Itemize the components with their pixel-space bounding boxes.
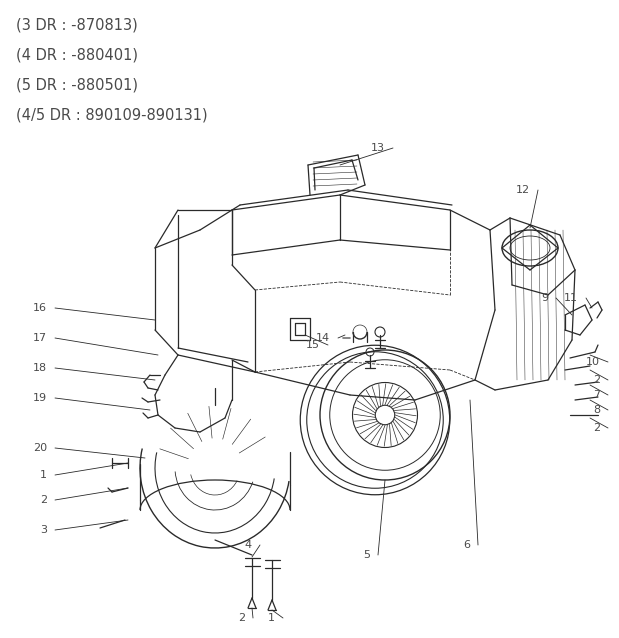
Text: 16: 16 bbox=[33, 303, 47, 313]
Text: 10: 10 bbox=[586, 357, 600, 367]
Text: (4/5 DR : 890109-890131): (4/5 DR : 890109-890131) bbox=[16, 108, 207, 123]
Text: 2: 2 bbox=[593, 375, 600, 385]
Text: 18: 18 bbox=[33, 363, 47, 373]
Text: 19: 19 bbox=[33, 393, 47, 403]
Text: 3: 3 bbox=[40, 525, 47, 535]
Text: 15: 15 bbox=[306, 340, 320, 350]
Text: 4: 4 bbox=[245, 540, 252, 550]
Text: 1: 1 bbox=[40, 470, 47, 480]
Text: 9: 9 bbox=[541, 293, 548, 303]
Text: 2: 2 bbox=[593, 423, 600, 433]
Text: 5: 5 bbox=[363, 550, 370, 560]
Text: 6: 6 bbox=[463, 540, 470, 550]
Text: (3 DR : -870813): (3 DR : -870813) bbox=[16, 18, 138, 33]
Text: (4 DR : -880401): (4 DR : -880401) bbox=[16, 48, 138, 63]
Text: 11: 11 bbox=[564, 293, 578, 303]
Text: 20: 20 bbox=[33, 443, 47, 453]
Text: 17: 17 bbox=[33, 333, 47, 343]
Text: 7: 7 bbox=[593, 390, 600, 400]
Text: 13: 13 bbox=[371, 143, 385, 153]
Text: 2: 2 bbox=[40, 495, 47, 505]
Text: 12: 12 bbox=[516, 185, 530, 195]
Text: 1: 1 bbox=[268, 613, 275, 623]
Text: (5 DR : -880501): (5 DR : -880501) bbox=[16, 78, 138, 93]
Text: 14: 14 bbox=[316, 333, 330, 343]
Text: 2: 2 bbox=[238, 613, 245, 623]
Text: 8: 8 bbox=[593, 405, 600, 415]
